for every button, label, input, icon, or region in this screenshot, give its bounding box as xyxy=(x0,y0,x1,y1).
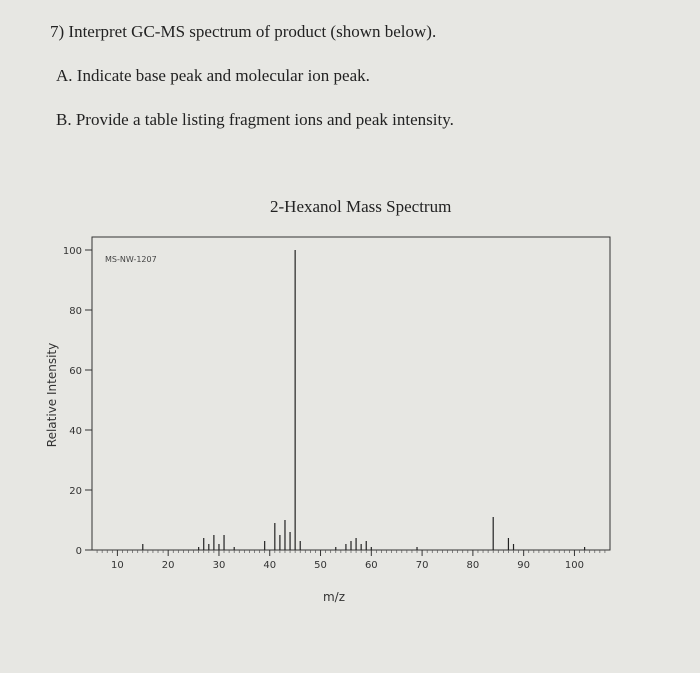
x-tick-label: 10 xyxy=(111,560,124,571)
y-axis: 0 20 40 60 80 100 xyxy=(63,246,92,557)
x-minor-ticks xyxy=(96,550,606,553)
x-tick-label: 50 xyxy=(314,560,327,571)
y-tick-label: 80 xyxy=(69,306,82,317)
plot-frame xyxy=(91,236,611,551)
x-tick-label: 90 xyxy=(517,560,530,571)
x-tick-label: 70 xyxy=(416,560,429,571)
x-tick-label: 60 xyxy=(365,560,378,571)
question-part-a: A. Indicate base peak and molecular ion … xyxy=(56,66,370,85)
y-tick-label: 0 xyxy=(76,546,82,557)
x-tick-label: 100 xyxy=(565,560,584,571)
x-axis-label: m/z xyxy=(323,590,345,604)
x-tick-label: 80 xyxy=(467,560,480,571)
x-tick-label: 20 xyxy=(162,560,175,571)
chart-title: 2-Hexanol Mass Spectrum xyxy=(270,197,452,216)
spectrum-code: MS-NW-1207 xyxy=(105,255,157,264)
x-axis: 10 20 30 40 50 60 70 80 90 100 xyxy=(111,550,584,571)
x-tick-label: 30 xyxy=(213,560,226,571)
x-tick-label: 40 xyxy=(263,560,276,571)
question-title: 7) Interpret GC-MS spectrum of product (… xyxy=(50,22,437,41)
y-tick-label: 20 xyxy=(69,486,82,497)
question-part-b: B. Provide a table listing fragment ions… xyxy=(56,110,454,129)
y-tick-label: 60 xyxy=(69,366,82,377)
y-tick-label: 100 xyxy=(63,246,82,257)
spectrum-peaks xyxy=(142,250,586,550)
y-tick-label: 40 xyxy=(69,426,82,437)
y-axis-label: Relative Intensity xyxy=(45,343,59,447)
